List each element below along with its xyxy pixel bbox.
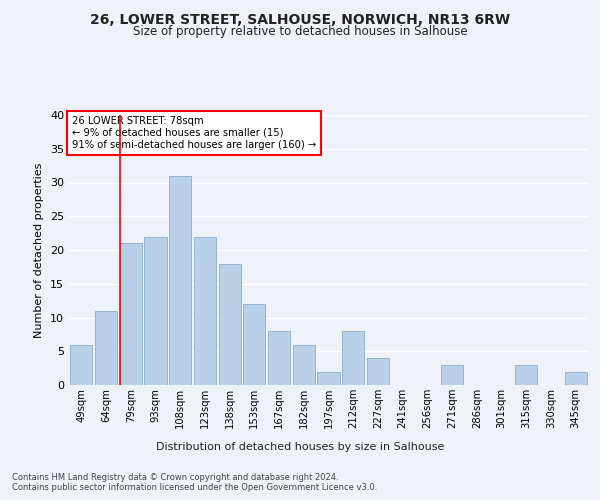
Bar	[367, 358, 389, 385]
Bar	[169, 176, 191, 385]
Bar	[317, 372, 340, 385]
Bar	[243, 304, 265, 385]
Bar	[145, 236, 167, 385]
Bar	[515, 365, 538, 385]
Text: 26, LOWER STREET, SALHOUSE, NORWICH, NR13 6RW: 26, LOWER STREET, SALHOUSE, NORWICH, NR1…	[90, 12, 510, 26]
Bar	[441, 365, 463, 385]
Y-axis label: Number of detached properties: Number of detached properties	[34, 162, 44, 338]
Bar	[342, 331, 364, 385]
Text: Size of property relative to detached houses in Salhouse: Size of property relative to detached ho…	[133, 25, 467, 38]
Bar	[95, 310, 117, 385]
Bar	[218, 264, 241, 385]
Bar	[565, 372, 587, 385]
Text: 26 LOWER STREET: 78sqm
← 9% of detached houses are smaller (15)
91% of semi-deta: 26 LOWER STREET: 78sqm ← 9% of detached …	[71, 116, 316, 150]
Bar	[268, 331, 290, 385]
Bar	[293, 344, 315, 385]
Text: Contains HM Land Registry data © Crown copyright and database right 2024.: Contains HM Land Registry data © Crown c…	[12, 472, 338, 482]
Text: Contains public sector information licensed under the Open Government Licence v3: Contains public sector information licen…	[12, 482, 377, 492]
Text: Distribution of detached houses by size in Salhouse: Distribution of detached houses by size …	[156, 442, 444, 452]
Bar	[194, 236, 216, 385]
Bar	[119, 244, 142, 385]
Bar	[70, 344, 92, 385]
